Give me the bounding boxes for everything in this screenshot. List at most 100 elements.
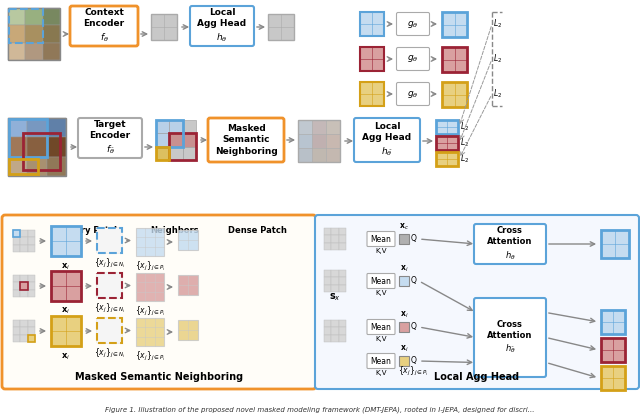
Bar xyxy=(97,273,122,298)
Text: Mean: Mean xyxy=(371,276,392,286)
Bar xyxy=(28,275,35,282)
Bar xyxy=(324,285,332,292)
FancyBboxPatch shape xyxy=(354,118,420,162)
Bar xyxy=(178,275,198,295)
Bar xyxy=(339,320,346,327)
Bar xyxy=(8,8,60,60)
FancyBboxPatch shape xyxy=(397,47,429,71)
Bar xyxy=(109,331,122,343)
FancyBboxPatch shape xyxy=(397,82,429,105)
Bar xyxy=(601,310,625,334)
Bar xyxy=(43,25,60,43)
Bar xyxy=(298,148,312,162)
Bar xyxy=(13,290,20,297)
Bar xyxy=(332,228,339,235)
FancyBboxPatch shape xyxy=(367,273,395,289)
Bar xyxy=(20,237,28,245)
Bar xyxy=(28,230,35,237)
Text: $\mathbf{x}_i$: $\mathbf{x}_i$ xyxy=(400,263,408,274)
Bar xyxy=(109,241,122,253)
FancyBboxPatch shape xyxy=(190,6,254,46)
Bar xyxy=(43,43,60,60)
Text: K,V: K,V xyxy=(375,370,387,376)
Text: $\mathbf{x}_i$: $\mathbf{x}_i$ xyxy=(61,351,70,362)
Bar xyxy=(97,228,109,241)
Text: $\mathbf{x}_i$: $\mathbf{x}_i$ xyxy=(400,310,408,320)
Text: $\mathbf{x}_i$: $\mathbf{x}_i$ xyxy=(61,261,70,271)
Bar xyxy=(339,235,346,243)
Bar xyxy=(326,120,340,134)
Bar xyxy=(312,120,326,134)
Bar xyxy=(324,270,332,277)
Bar xyxy=(170,133,196,160)
Bar xyxy=(268,14,294,40)
Bar xyxy=(136,228,164,256)
Bar xyxy=(47,157,66,176)
Bar xyxy=(20,282,28,290)
Bar xyxy=(156,120,182,147)
FancyBboxPatch shape xyxy=(78,118,142,158)
Bar xyxy=(28,335,35,342)
Bar xyxy=(13,320,20,327)
Bar xyxy=(136,273,164,301)
Bar xyxy=(20,275,28,282)
Bar xyxy=(601,338,625,362)
Text: Dense Patch: Dense Patch xyxy=(228,226,287,235)
Bar xyxy=(399,322,409,332)
Bar xyxy=(97,318,109,331)
Text: Local Agg Head: Local Agg Head xyxy=(435,372,520,382)
Text: Local
Agg Head
$h_θ$: Local Agg Head $h_θ$ xyxy=(197,8,246,44)
Bar xyxy=(9,9,43,43)
Bar xyxy=(20,245,28,252)
Bar xyxy=(109,286,122,298)
Bar xyxy=(156,147,170,160)
Bar xyxy=(399,276,409,286)
Text: Mean: Mean xyxy=(371,323,392,331)
Bar xyxy=(339,243,346,250)
Bar xyxy=(332,243,339,250)
Bar xyxy=(28,282,35,290)
Text: Figure 1. Illustration of the proposed novel masked modeling framework (DMT-JEPA: Figure 1. Illustration of the proposed n… xyxy=(105,407,535,413)
Bar xyxy=(332,320,339,327)
Text: $\{x_j\}_{j\in P_i}$: $\{x_j\}_{j\in P_i}$ xyxy=(398,365,429,378)
Bar xyxy=(51,271,81,301)
Bar xyxy=(9,119,47,157)
Bar xyxy=(51,316,81,346)
Text: Mean: Mean xyxy=(371,234,392,244)
Bar xyxy=(601,366,625,390)
FancyBboxPatch shape xyxy=(70,6,138,46)
Bar xyxy=(51,226,81,256)
Bar xyxy=(178,320,198,340)
Bar xyxy=(324,243,332,250)
Bar xyxy=(13,245,20,252)
Bar xyxy=(332,277,339,285)
Text: $L_2$: $L_2$ xyxy=(460,121,469,133)
Bar xyxy=(8,25,26,43)
Bar xyxy=(332,335,339,342)
Text: Q: Q xyxy=(411,323,417,331)
Bar xyxy=(324,327,332,335)
Text: $\{x_j\}_{j\in P_i}$: $\{x_j\}_{j\in P_i}$ xyxy=(135,350,165,363)
Text: $g_θ$: $g_θ$ xyxy=(407,18,419,29)
Bar xyxy=(13,335,20,342)
Bar xyxy=(182,120,196,133)
Bar xyxy=(20,320,28,327)
Bar xyxy=(332,235,339,243)
Bar xyxy=(97,331,109,343)
Text: Mean: Mean xyxy=(371,357,392,365)
Text: $L_2$: $L_2$ xyxy=(460,137,469,149)
Bar xyxy=(28,320,35,327)
Text: Target
Encoder
$f_{\bar{θ}}$: Target Encoder $f_{\bar{θ}}$ xyxy=(90,121,131,156)
Bar xyxy=(13,282,20,290)
Text: $\mathbf{x}_c$: $\mathbf{x}_c$ xyxy=(399,221,409,232)
Text: Query Patch: Query Patch xyxy=(62,226,120,235)
Bar xyxy=(298,120,340,162)
Bar xyxy=(339,228,346,235)
Bar xyxy=(601,230,629,258)
Bar xyxy=(109,273,122,286)
Bar xyxy=(436,152,458,166)
FancyBboxPatch shape xyxy=(315,215,639,389)
Text: $L_2$: $L_2$ xyxy=(493,53,502,65)
Bar xyxy=(170,133,182,147)
FancyBboxPatch shape xyxy=(208,118,284,162)
